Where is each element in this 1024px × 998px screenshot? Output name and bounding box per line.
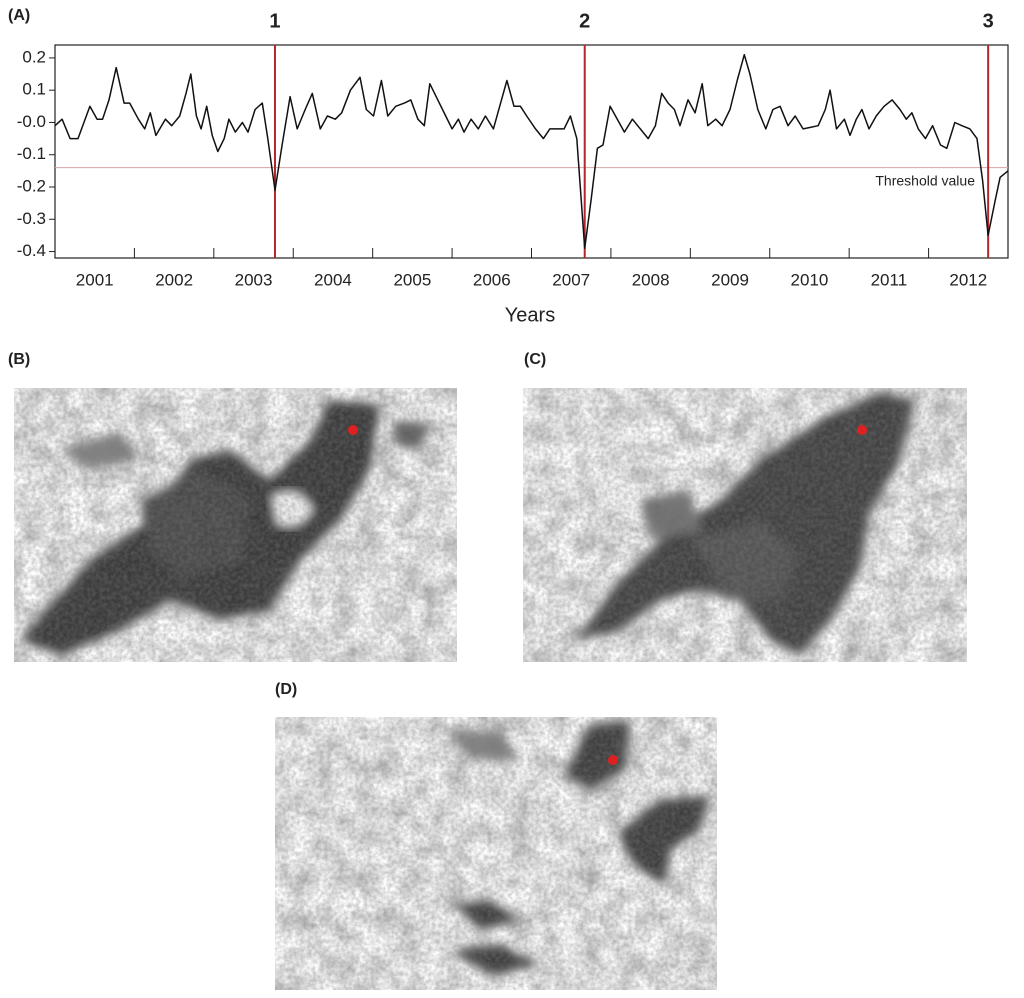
x-tick-label: 2004 [314,270,352,289]
y-tick-label: 0.2 [22,47,46,66]
x-tick-label: 2012 [949,270,987,289]
x-tick-label: 2009 [711,270,749,289]
x-tick-label: 2001 [76,270,114,289]
event-label: 3 [983,10,994,32]
threshold-label: Threshold value [875,172,975,188]
panel-label: (B) [8,351,30,368]
event-label: 2 [579,10,590,32]
x-tick-label: 2011 [871,270,908,289]
x-axis-label: Years [505,304,555,326]
x-tick-label: 2007 [552,270,590,289]
chart: 0.2 0.1 -0.0 -0.1 -0.2 -0.3 -0.4 2001 2002 2003 20… [17,10,1009,289]
event-label: 1 [269,10,280,32]
panel-label: (D) [275,681,297,698]
y-tick-label: -0.2 [17,176,46,195]
x-tick-label: 2003 [235,270,273,289]
y-tick-label: -0.4 [17,241,46,260]
panel-label: (A) [8,7,30,24]
map-image [14,388,457,662]
plot-frame [54,44,1009,259]
y-tick-label: -0.0 [17,112,46,131]
map-image [275,717,717,990]
x-tick-label: 2010 [791,270,829,289]
y-tick-label: -0.1 [17,144,46,163]
map-image [523,388,967,662]
x-tick-label: 2006 [473,270,511,289]
x-tick-label: 2002 [155,270,193,289]
data-line [54,53,1009,250]
y-tick-label: -0.3 [17,209,46,228]
panel-label: (C) [524,351,546,368]
y-tick-label: 0.1 [22,80,46,99]
x-tick-label: 2008 [632,270,670,289]
x-tick-label: 2005 [393,270,431,289]
